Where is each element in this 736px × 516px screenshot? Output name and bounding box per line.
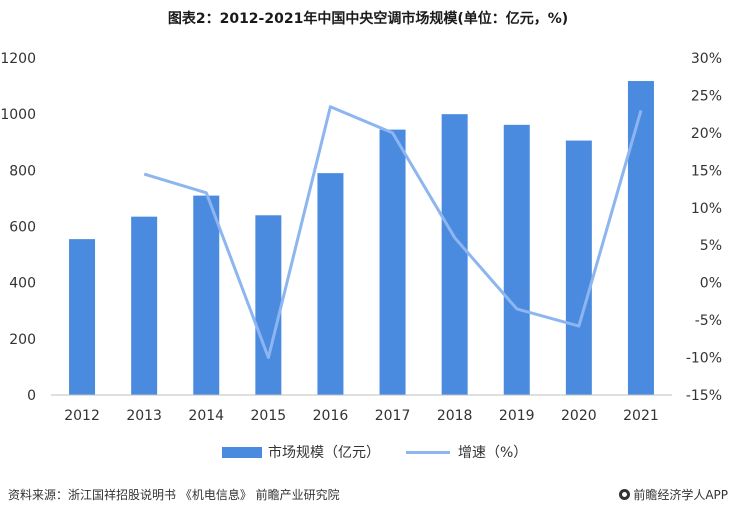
bar: [565, 140, 592, 395]
bar: [317, 173, 344, 395]
x-tick-label: 2016: [313, 408, 349, 424]
brand-credit: 前瞻经济学人APP: [619, 486, 728, 503]
y-right-tick-label: 10%: [691, 201, 722, 217]
legend-line-swatch: [406, 450, 450, 454]
legend-bar-swatch: [222, 446, 262, 458]
y-left-tick-label: 1200: [0, 51, 36, 67]
y-right-tick-label: -15%: [686, 388, 722, 404]
y-right-tick-label: 15%: [691, 163, 722, 179]
y-right-tick-label: 25%: [691, 88, 722, 104]
growth-line: [143, 105, 643, 360]
y-right-tick-label: -5%: [695, 313, 722, 329]
source-note: 资料来源：浙江国祥招股说明书 《机电信息》 前瞻产业研究院: [8, 488, 340, 502]
legend-item-line: 增速（%）: [406, 442, 527, 462]
x-tick-label: 2013: [126, 408, 162, 424]
bar: [441, 114, 468, 396]
x-tick-label: 2020: [561, 408, 597, 424]
brand-logo-icon: [619, 489, 631, 500]
legend-item-bar: 市场规模（亿元）: [222, 442, 380, 462]
x-tick-label: 2012: [64, 408, 100, 424]
brand-label: 前瞻经济学人APP: [633, 488, 728, 502]
chart-title: 图表2：2012-2021年中国中央空调市场规模(单位：亿元，%): [167, 11, 569, 27]
y-left-tick-label: 400: [9, 276, 36, 292]
y-left-tick-label: 1000: [0, 107, 36, 123]
legend-bar-label: 市场规模（亿元）: [268, 445, 380, 461]
y-right-tick-label: 5%: [700, 238, 722, 254]
y-left-tick-label: 600: [9, 220, 36, 236]
bar: [627, 81, 654, 396]
x-tick-label: 2019: [499, 408, 535, 424]
x-tick-label: 2021: [623, 408, 659, 424]
x-tick-label: 2014: [188, 408, 224, 424]
y-right-tick-label: 30%: [691, 51, 722, 67]
x-tick-label: 2018: [437, 408, 473, 424]
x-tick-label: 2015: [251, 408, 287, 424]
bar: [131, 216, 158, 395]
y-left-tick-label: 0: [27, 388, 36, 404]
y-right-tick-label: 0%: [700, 276, 722, 292]
legend: 市场规模（亿元） 增速（%）: [0, 442, 736, 462]
legend-line-label: 增速（%）: [458, 445, 528, 461]
y-right-tick-label: 20%: [691, 126, 722, 142]
y-right-tick-label: -10%: [686, 351, 722, 367]
y-left-tick-label: 800: [9, 163, 36, 179]
y-left-tick-label: 200: [9, 332, 36, 348]
bar: [379, 129, 406, 396]
chart-svg: 0 200 400 600 800 1000 1200 -15% -10% -5% 0% 5% 10%…: [0, 51, 722, 424]
x-tick-label: 2017: [375, 408, 411, 424]
bar: [69, 239, 96, 395]
bar: [503, 124, 530, 396]
bar: [193, 195, 220, 395]
bar: [255, 215, 282, 395]
